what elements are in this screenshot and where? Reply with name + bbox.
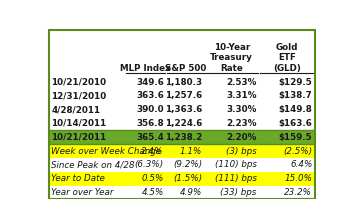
Text: 0.5%: 0.5% [141, 174, 164, 183]
Text: 4/28/2011: 4/28/2011 [52, 105, 101, 114]
Text: $138.7: $138.7 [279, 91, 312, 100]
Text: $149.8: $149.8 [279, 105, 312, 114]
Text: 4.5%: 4.5% [141, 188, 164, 197]
Text: Year to Date: Year to Date [52, 174, 105, 183]
Text: 15.0%: 15.0% [284, 174, 312, 183]
Text: (9.2%): (9.2%) [173, 160, 202, 169]
Bar [49, 172, 314, 185]
Text: 365.4: 365.4 [136, 133, 164, 142]
Text: 10/14/2011: 10/14/2011 [52, 119, 107, 128]
Text: $129.5: $129.5 [279, 78, 312, 86]
Text: 10/21/2010: 10/21/2010 [52, 78, 107, 86]
Text: 390.0: 390.0 [136, 105, 164, 114]
Text: 1,238.2: 1,238.2 [165, 133, 202, 142]
Text: MLP Index: MLP Index [120, 64, 171, 73]
Text: 6.4%: 6.4% [290, 160, 312, 169]
Text: 363.6: 363.6 [136, 91, 164, 100]
Text: 1.1%: 1.1% [180, 146, 202, 155]
Text: S&P 500: S&P 500 [165, 64, 206, 73]
Text: (33) bps: (33) bps [220, 188, 257, 197]
Text: 23.2%: 23.2% [284, 188, 312, 197]
Text: $159.5: $159.5 [279, 133, 312, 142]
Text: 12/31/2010: 12/31/2010 [52, 91, 107, 100]
Text: 1,363.6: 1,363.6 [165, 105, 202, 114]
Text: Week over Week Change: Week over Week Change [52, 146, 161, 155]
Text: 1,224.6: 1,224.6 [165, 119, 202, 128]
Text: 10/21/2011: 10/21/2011 [52, 133, 107, 142]
Text: Gold
ETF
(GLD): Gold ETF (GLD) [273, 43, 300, 73]
Text: 3.30%: 3.30% [226, 105, 257, 114]
Text: 1,180.3: 1,180.3 [165, 78, 202, 86]
Text: Since Peak on 4/28: Since Peak on 4/28 [52, 160, 135, 169]
Text: 349.6: 349.6 [136, 78, 164, 86]
Text: (110) bps: (110) bps [215, 160, 257, 169]
Text: 356.8: 356.8 [136, 119, 164, 128]
Text: (6.3%): (6.3%) [135, 160, 164, 169]
Text: (3) bps: (3) bps [226, 146, 257, 155]
Text: 2.4%: 2.4% [141, 146, 164, 155]
Text: (1.5%): (1.5%) [173, 174, 202, 183]
Text: 4.9%: 4.9% [180, 188, 202, 197]
Bar [49, 130, 314, 144]
Text: 10-Year
Treasury
Rate: 10-Year Treasury Rate [210, 43, 253, 73]
Text: 2.53%: 2.53% [226, 78, 257, 86]
Text: 3.31%: 3.31% [226, 91, 257, 100]
Text: 1,257.6: 1,257.6 [165, 91, 202, 100]
Text: (2.5%): (2.5%) [283, 146, 312, 155]
Text: 2.20%: 2.20% [226, 133, 257, 142]
Bar [49, 144, 314, 158]
Text: $163.6: $163.6 [278, 119, 312, 128]
Text: (111) bps: (111) bps [215, 174, 257, 183]
Text: 2.23%: 2.23% [226, 119, 257, 128]
Text: Year over Year: Year over Year [52, 188, 114, 197]
